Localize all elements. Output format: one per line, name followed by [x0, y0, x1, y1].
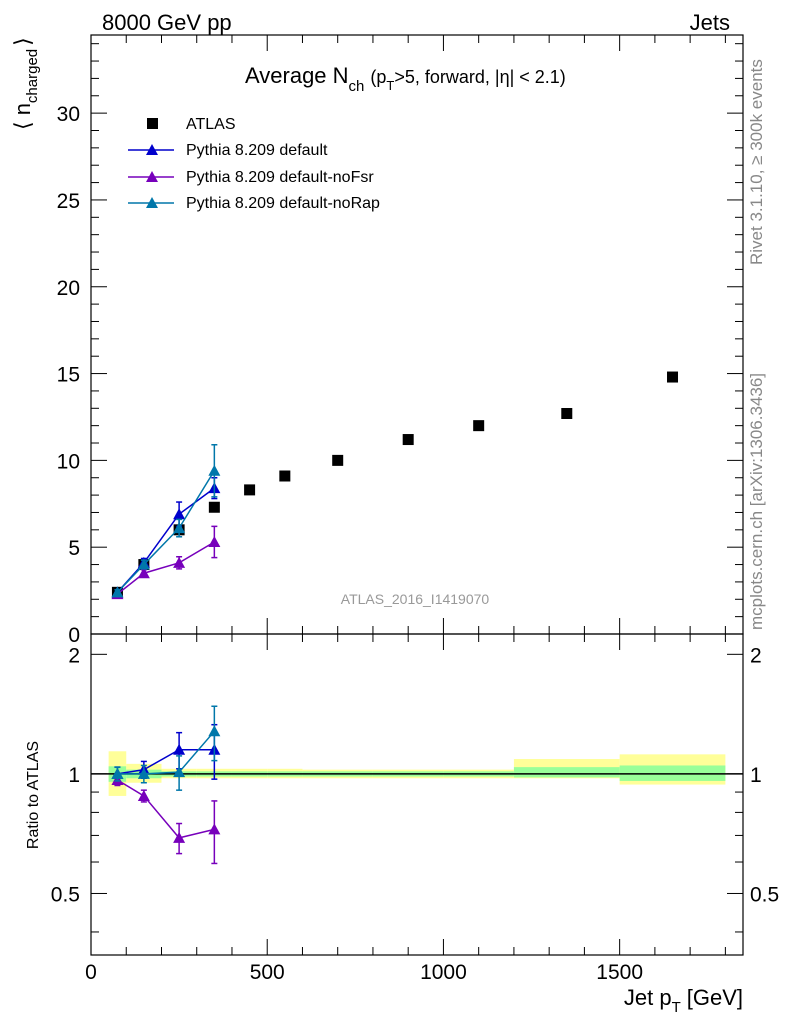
- legend-label-atlas: ATLAS: [186, 116, 236, 133]
- legend-label-nofsr: Pythia 8.209 default-noFsr: [186, 169, 374, 186]
- main-data-point: [332, 454, 344, 466]
- main-data-point: [173, 556, 186, 568]
- main-data-point: [667, 371, 679, 383]
- ratio-data-layer: [111, 705, 221, 865]
- main-data-point: [402, 434, 414, 446]
- x-axis-label: Jet pT [GeV]: [624, 985, 743, 1016]
- main-ytick-label: 0: [68, 624, 80, 647]
- main-ytick-label: 5: [68, 537, 80, 560]
- main-data-point: [137, 558, 150, 570]
- main-ytick-label: 25: [57, 190, 80, 213]
- rivet-label: Rivet 3.1.10, ≥ 300k events: [747, 59, 766, 265]
- main-ytick-label: 30: [57, 103, 80, 126]
- legend-marker-norap: [146, 197, 158, 208]
- header-left-label: 8000 GeV pp: [102, 10, 232, 35]
- main-data-point: [208, 464, 221, 476]
- ratio-series-line: [117, 779, 215, 839]
- ratio-panel: 0.5 0.5 1 1 2 2 0 500 1000 1500 Ratio to ATLAS J…: [25, 633, 779, 1016]
- ratio-data-point: [173, 831, 186, 843]
- main-data-point: [473, 420, 485, 432]
- ratio-xtick-label: 0: [85, 961, 97, 984]
- ratio-data-point: [137, 767, 150, 779]
- ratio-ytick-label-left: 1: [68, 764, 80, 787]
- ratio-data-point: [173, 766, 186, 778]
- legend-marker-default: [146, 144, 158, 155]
- ratio-xtick-label: 500: [250, 961, 285, 984]
- main-data-point: [244, 484, 256, 496]
- main-ytick-label: 10: [57, 450, 80, 473]
- analysis-watermark: ATLAS_2016_I1419070: [341, 591, 490, 607]
- ratio-y-axis-label: Ratio to ATLAS: [25, 741, 42, 849]
- ratio-band-stat: [513, 767, 620, 778]
- main-series-line: [116, 541, 215, 595]
- ratio-xtick-label: 1000: [420, 961, 467, 984]
- main-series-3: [111, 444, 221, 598]
- ratio-ytick-label-right: 1: [750, 764, 762, 787]
- main-data-point: [208, 535, 221, 547]
- main-series-0: [111, 371, 679, 598]
- main-y-axis-label: ⟨ ncharged⟩: [10, 37, 41, 130]
- ratio-series-2: [111, 705, 221, 791]
- ratio-xtick-labels: 0 500 1000 1500: [85, 961, 643, 984]
- ratio-plot-frame: [90, 633, 744, 956]
- header-right-label: Jets: [690, 10, 730, 35]
- legend-label-norap: Pythia 8.209 default-noRap: [186, 195, 380, 212]
- ratio-ytick-label-right: 2: [750, 644, 762, 667]
- main-data-point: [208, 501, 220, 513]
- ratio-ytick-label-right: 0.5: [750, 883, 779, 906]
- legend: ATLAS Pythia 8.209 default Pythia 8.209 …: [128, 116, 380, 212]
- ratio-data-point: [208, 823, 221, 835]
- ratio-ytick-label-left: 0.5: [51, 883, 80, 906]
- legend-marker-atlas: [147, 118, 158, 129]
- main-ytick-labels: 0 5 10 15 20 25 30: [57, 103, 80, 647]
- main-panel: 0 5 10 15 20 25 30 Average Nch (pT>5, forward, …: [10, 34, 744, 647]
- main-data-point: [173, 522, 186, 534]
- ratio-xtick-label: 1500: [596, 961, 643, 984]
- ratio-data-point: [208, 725, 221, 737]
- main-ytick-label: 15: [57, 364, 80, 387]
- ratio-data-point: [137, 789, 150, 801]
- ratio-axis-ticks: [90, 634, 743, 955]
- main-title: Average Nch (pT>5, forward, |η| < 2.1): [245, 63, 566, 95]
- main-series-1: [111, 476, 221, 598]
- main-series-2: [111, 525, 221, 600]
- ratio-ytick-label-left: 2: [68, 644, 80, 667]
- ratio-data-point: [111, 767, 124, 779]
- ratio-ytick-labels: 0.5 0.5 1 1 2 2: [51, 644, 779, 906]
- ratio-series-1: [111, 774, 221, 865]
- legend-marker-nofsr: [146, 171, 158, 182]
- main-series-line: [116, 470, 215, 593]
- ratio-data-point: [173, 743, 186, 755]
- legend-label-default: Pythia 8.209 default: [186, 142, 328, 159]
- main-data-point: [137, 567, 150, 579]
- main-data-point: [279, 470, 291, 482]
- main-data-point: [111, 586, 124, 598]
- main-data-point: [173, 508, 186, 520]
- main-data-layer: [111, 371, 679, 600]
- ratio-series-line: [117, 749, 215, 775]
- main-ytick-label: 20: [57, 277, 80, 300]
- mcplots-label: mcplots.cern.ch [arXiv:1306.3436]: [747, 373, 766, 630]
- ratio-series-line: [117, 730, 215, 775]
- main-axis-ticks: [90, 35, 743, 635]
- main-data-point: [561, 407, 573, 419]
